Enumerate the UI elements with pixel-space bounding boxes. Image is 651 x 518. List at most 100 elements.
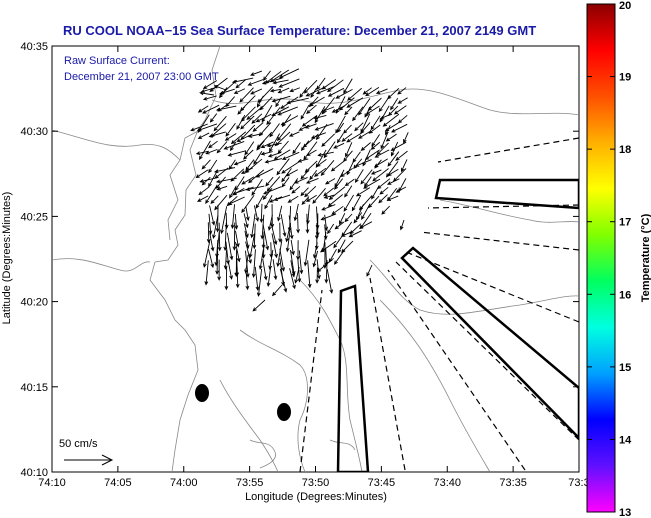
current-vector [387, 168, 399, 176]
current-vector [344, 213, 353, 223]
current-vector [368, 124, 381, 134]
y-axis-label: Latitude (Degrees:Minutes) [1, 192, 13, 325]
current-vector [397, 87, 407, 95]
current-vector [399, 219, 405, 231]
current-vector [281, 161, 300, 174]
current-vector [341, 240, 354, 253]
current-vector [260, 151, 273, 156]
station-dot-1 [195, 384, 209, 402]
current-vector [314, 106, 326, 124]
current-vector [360, 122, 371, 134]
current-vector [320, 160, 335, 177]
current-vector [262, 70, 271, 81]
x-tick-label: 73:35 [499, 477, 527, 489]
current-vector [306, 104, 317, 115]
current-vector [244, 141, 255, 156]
current-vector [364, 149, 380, 160]
current-vector [260, 141, 274, 148]
current-vector [255, 195, 264, 209]
y-tick-label: 40:25 [20, 211, 48, 223]
survey-box-east [434, 178, 579, 210]
current-vector [276, 123, 292, 142]
current-vector [340, 167, 353, 178]
current-vector [393, 105, 407, 115]
current-vector [269, 133, 281, 153]
y-tick-label: 40:20 [20, 297, 48, 309]
x-axis-label: Longitude (Degrees:Minutes) [245, 491, 387, 503]
current-vector [390, 97, 399, 111]
current-vector [250, 70, 263, 76]
current-vector [343, 194, 354, 212]
current-vector [380, 131, 389, 150]
current-vector [341, 133, 353, 142]
current-vector [277, 205, 283, 222]
current-vector [358, 131, 371, 139]
current-vector [285, 169, 299, 177]
y-tick-label: 40:10 [20, 467, 48, 479]
current-vector [235, 79, 247, 89]
current-vector [354, 122, 364, 132]
current-vector [269, 69, 290, 83]
current-vector [248, 233, 256, 259]
current-vector [344, 106, 353, 116]
current-vector [243, 213, 249, 229]
current-vector [360, 169, 373, 185]
current-vector [327, 223, 335, 235]
current-vector [397, 97, 408, 104]
current-vector [255, 168, 274, 178]
current-vector [227, 259, 233, 280]
current-vector [354, 159, 372, 167]
current-vector [215, 176, 226, 189]
current-vector [321, 79, 337, 90]
current-vector [272, 79, 289, 85]
colorbar-tick-label: 18 [619, 144, 631, 156]
colorbar-label: Temperature (°C) [640, 213, 651, 302]
station-dot-2 [277, 403, 291, 421]
current-vector [388, 105, 399, 117]
current-vector [287, 195, 299, 203]
current-vector [234, 176, 245, 192]
current-vector [384, 122, 399, 132]
current-vector [320, 213, 337, 221]
current-vector [285, 223, 292, 243]
current-vector [244, 254, 249, 274]
current-vector [231, 77, 254, 84]
current-vector [280, 214, 287, 237]
x-tick-label: 73:50 [302, 477, 330, 489]
current-vector [343, 124, 352, 134]
current-vector [195, 169, 209, 179]
current-vector [208, 140, 218, 149]
current-vector [343, 78, 353, 94]
current-vector [245, 159, 255, 171]
current-vector [349, 223, 362, 235]
current-vector [268, 249, 274, 270]
current-vector [337, 239, 346, 254]
current-vector [363, 178, 381, 189]
current-vector [303, 79, 318, 94]
current-vector [233, 159, 247, 166]
current-vector [343, 150, 353, 162]
current-vector [354, 169, 364, 184]
current-vector [225, 96, 235, 108]
current-vector [208, 249, 215, 269]
x-tick-label: 74:05 [104, 477, 132, 489]
current-vector [197, 105, 209, 113]
current-vector [330, 159, 346, 172]
current-vector [224, 266, 229, 291]
current-vector [241, 176, 255, 185]
current-vector [190, 123, 208, 132]
current-vector [196, 195, 209, 202]
current-vector [245, 185, 265, 192]
current-vector [289, 268, 296, 290]
scale-arrow [64, 454, 114, 466]
current-vector [397, 114, 408, 124]
current-vector [331, 205, 344, 215]
current-vector [233, 88, 246, 94]
current-vector [305, 213, 310, 234]
current-vector [328, 186, 346, 200]
current-vector [208, 213, 213, 235]
current-vector [392, 168, 407, 182]
current-vector [261, 104, 273, 123]
current-vector [327, 79, 344, 93]
